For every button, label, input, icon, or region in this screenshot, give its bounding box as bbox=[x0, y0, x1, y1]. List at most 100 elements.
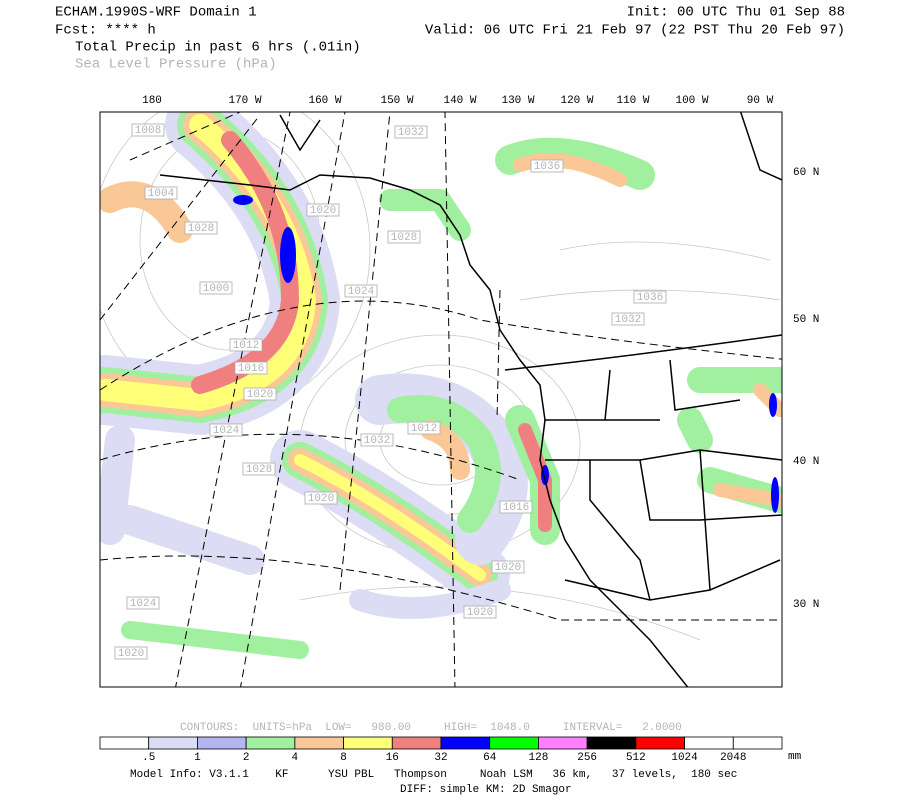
pressure-label-box bbox=[463, 605, 497, 619]
pressure-label-box bbox=[304, 491, 338, 505]
latitude-label: 40 N bbox=[793, 456, 819, 468]
pressure-label: 1000 bbox=[203, 283, 229, 295]
colorbar-swatch bbox=[538, 736, 588, 750]
latitude-label: 50 N bbox=[793, 314, 819, 326]
latitude-label: 60 N bbox=[793, 167, 819, 179]
colorbar-swatch bbox=[343, 736, 393, 750]
model-info: Model Info: V3.1.1 KF YSU PBL Thompson N… bbox=[130, 769, 737, 781]
pressure-label-box bbox=[394, 125, 428, 139]
pressure-label-box bbox=[387, 230, 421, 244]
longitude-label: 160 W bbox=[308, 95, 341, 107]
colorbar-swatch bbox=[489, 736, 539, 750]
pressure-label-box bbox=[499, 500, 533, 514]
pressure-label-box bbox=[611, 312, 645, 326]
pressure-label-box bbox=[491, 560, 525, 574]
pressure-label: 1036 bbox=[534, 161, 560, 173]
pressure-label-box bbox=[126, 596, 160, 610]
pressure-label: 1020 bbox=[308, 493, 334, 505]
pressure-label-box bbox=[344, 284, 378, 298]
pressure-label: 1004 bbox=[148, 188, 175, 200]
colorbar-swatch bbox=[99, 736, 150, 750]
longitude-label: 130 W bbox=[501, 95, 534, 107]
colorbar-swatch bbox=[635, 736, 685, 750]
pressure-label: 1036 bbox=[637, 292, 663, 304]
colorbar-label: .5 bbox=[142, 752, 155, 764]
pressure-label: 1020 bbox=[467, 607, 493, 619]
valid-time: Valid: 06 UTC Fri 21 Feb 97 (22 PST Thu … bbox=[425, 23, 845, 39]
colorbar-label: 2 bbox=[243, 752, 250, 764]
latitude-label: 30 N bbox=[793, 599, 819, 611]
forecast-hour: Fcst: **** h bbox=[55, 23, 156, 39]
map-frame bbox=[99, 111, 783, 688]
map-area bbox=[100, 112, 782, 687]
longitude-label: 100 W bbox=[675, 95, 708, 107]
colorbar-swatch bbox=[148, 736, 198, 750]
pressure-label-box bbox=[114, 646, 148, 660]
pressure-label: 1028 bbox=[246, 464, 272, 476]
longitude-label: 150 W bbox=[380, 95, 413, 107]
pressure-label-box bbox=[306, 203, 340, 217]
pressure-label: 1012 bbox=[411, 423, 437, 435]
colorbar-swatch bbox=[684, 736, 734, 750]
contour-info: CONTOURS: UNITS=hPa LOW= 980.00 HIGH= 10… bbox=[180, 722, 682, 734]
pressure-label: 1016 bbox=[238, 363, 264, 375]
colorbar-label: 32 bbox=[434, 752, 447, 764]
pressure-label-box bbox=[229, 338, 263, 352]
pressure-label: 1020 bbox=[495, 562, 521, 574]
colorbar-label: 2048 bbox=[720, 752, 746, 764]
pressure-label: 1024 bbox=[348, 286, 375, 298]
colorbar-swatch bbox=[732, 736, 783, 750]
pressure-label-box bbox=[184, 221, 218, 235]
pressure-label: 1020 bbox=[118, 648, 144, 660]
pressure-label-box bbox=[234, 361, 268, 375]
field-pressure: Sea Level Pressure (hPa) bbox=[75, 57, 277, 73]
pressure-label-box bbox=[242, 462, 276, 476]
pressure-label: 1032 bbox=[398, 127, 424, 139]
pressure-label: 1024 bbox=[213, 425, 240, 437]
pressure-label-box bbox=[243, 387, 277, 401]
longitude-label: 110 W bbox=[616, 95, 649, 107]
colorbar-unit: mm bbox=[788, 751, 802, 763]
pressure-label: 1016 bbox=[503, 502, 529, 514]
pressure-label: 1028 bbox=[391, 232, 417, 244]
colorbar-swatch bbox=[440, 736, 491, 750]
longitude-label: 120 W bbox=[560, 95, 593, 107]
pressure-label-box bbox=[209, 423, 243, 437]
longitude-label: 180 bbox=[142, 95, 162, 107]
colorbar-label: 4 bbox=[292, 752, 299, 764]
pressure-label: 1008 bbox=[135, 125, 161, 137]
colorbar-label: 64 bbox=[483, 752, 497, 764]
colorbar-label: 512 bbox=[626, 752, 646, 764]
colorbar-swatch bbox=[197, 736, 247, 750]
pressure-label-box bbox=[131, 123, 165, 137]
colorbar-label: 1024 bbox=[671, 752, 698, 764]
pressure-label-box bbox=[530, 159, 564, 173]
diff-info: DIFF: simple KM: 2D Smagor bbox=[400, 784, 572, 796]
pressure-label: 1032 bbox=[364, 435, 390, 447]
longitude-label: 170 W bbox=[228, 95, 261, 107]
longitude-label: 140 W bbox=[443, 95, 476, 107]
pressure-label-box bbox=[633, 290, 667, 304]
pressure-label: 1020 bbox=[247, 389, 273, 401]
pressure-label: 1020 bbox=[310, 205, 336, 217]
pressure-label-box bbox=[144, 186, 178, 200]
colorbar-swatch bbox=[586, 736, 637, 750]
colorbar-swatch bbox=[294, 736, 344, 750]
pressure-label: 1032 bbox=[615, 314, 641, 326]
colorbar-label: 128 bbox=[529, 752, 549, 764]
field-precip: Total Precip in past 6 hrs (.01in) bbox=[75, 40, 361, 56]
longitude-label: 90 W bbox=[747, 95, 774, 107]
pressure-label: 1012 bbox=[233, 340, 259, 352]
model-title: ECHAM.1990S-WRF Domain 1 bbox=[55, 5, 257, 21]
colorbar-swatch bbox=[391, 736, 442, 750]
init-time: Init: 00 UTC Thu 01 Sep 88 bbox=[627, 5, 845, 21]
colorbar-label: 16 bbox=[386, 752, 399, 764]
colorbar-label: 1 bbox=[194, 752, 201, 764]
pressure-label-box bbox=[407, 421, 441, 435]
colorbar-swatch bbox=[245, 736, 296, 750]
colorbar-label: 256 bbox=[577, 752, 597, 764]
pressure-label: 1024 bbox=[130, 598, 157, 610]
pressure-label: 1028 bbox=[188, 223, 214, 235]
pressure-label-box bbox=[199, 281, 233, 295]
colorbar-label: 8 bbox=[340, 752, 347, 764]
